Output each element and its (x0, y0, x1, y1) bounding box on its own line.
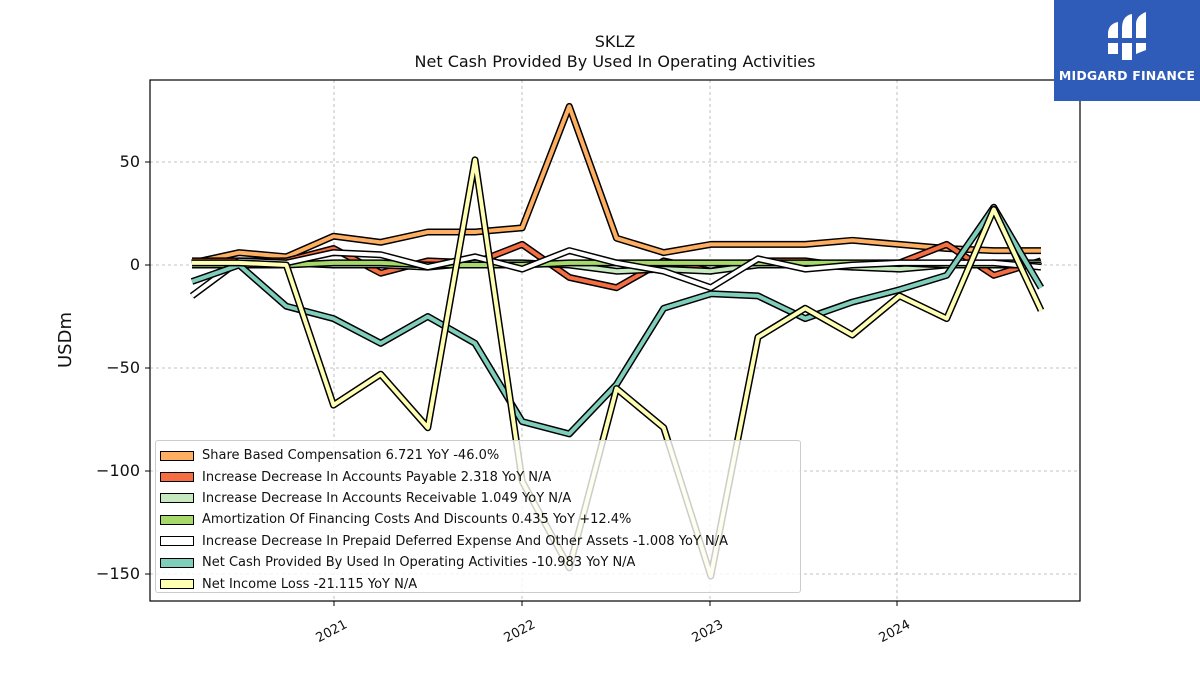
legend-swatch (160, 450, 194, 461)
y-axis-label: USDm (55, 312, 76, 368)
legend-label: Increase Decrease In Accounts Receivable… (202, 490, 572, 506)
y-tick-label: −100 (96, 461, 140, 480)
brand-name: MIDGARD FINANCE (1058, 68, 1196, 83)
series-line (190, 248, 1042, 298)
legend-item: Increase Decrease In Accounts Payable 2.… (156, 466, 800, 487)
y-tick-label: 0 (130, 255, 140, 274)
plot-frame (149, 79, 1081, 602)
legend-swatch (160, 557, 194, 568)
legend-swatch (160, 493, 194, 504)
legend-label: Share Based Compensation 6.721 YoY -46.0… (202, 448, 500, 464)
legend-label: Net Cash Provided By Used In Operating A… (202, 555, 636, 571)
series-line (192, 157, 1043, 579)
legend-item: Increase Decrease In Prepaid Deferred Ex… (156, 531, 800, 552)
y-tick-label: −50 (106, 358, 140, 377)
legend-item: Amortization Of Financing Costs And Disc… (156, 509, 800, 530)
x-tick-label: 2022 (502, 617, 538, 646)
series-line (191, 205, 1043, 436)
legend-label: Net Income Loss -21.115 YoY N/A (202, 576, 418, 592)
legend-item: Increase Decrease In Accounts Receivable… (156, 488, 800, 509)
chart-subtitle: Net Cash Provided By Used In Operating A… (414, 52, 816, 71)
legend: Share Based Compensation 6.721 YoY -46.0… (155, 440, 801, 593)
legend-swatch (160, 472, 194, 483)
legend-swatch (160, 514, 194, 525)
x-tick-label: 2021 (314, 617, 350, 646)
series-group (189, 102, 1045, 580)
series-line (191, 104, 1041, 265)
y-tick-label: 50 (120, 152, 140, 171)
legend-item: Share Based Compensation 6.721 YoY -46.0… (156, 445, 800, 466)
x-tick-label: 2024 (877, 617, 913, 646)
legend-item: Net Cash Provided By Used In Operating A… (156, 552, 800, 573)
brand-logo: MIDGARD FINANCE (1054, 0, 1200, 101)
y-tick-label: −150 (96, 564, 140, 583)
chart-title: SKLZ (594, 32, 636, 51)
legend-label: Amortization Of Financing Costs And Disc… (202, 512, 632, 528)
legend-swatch (160, 579, 194, 590)
legend-label: Increase Decrease In Accounts Payable 2.… (202, 469, 552, 485)
legend-label: Increase Decrease In Prepaid Deferred Ex… (202, 533, 729, 549)
x-tick-label: 2023 (690, 617, 726, 646)
midgard-logo-icon (1104, 12, 1150, 60)
legend-swatch (160, 536, 194, 547)
legend-item: Net Income Loss -21.115 YoY N/A (156, 573, 800, 594)
